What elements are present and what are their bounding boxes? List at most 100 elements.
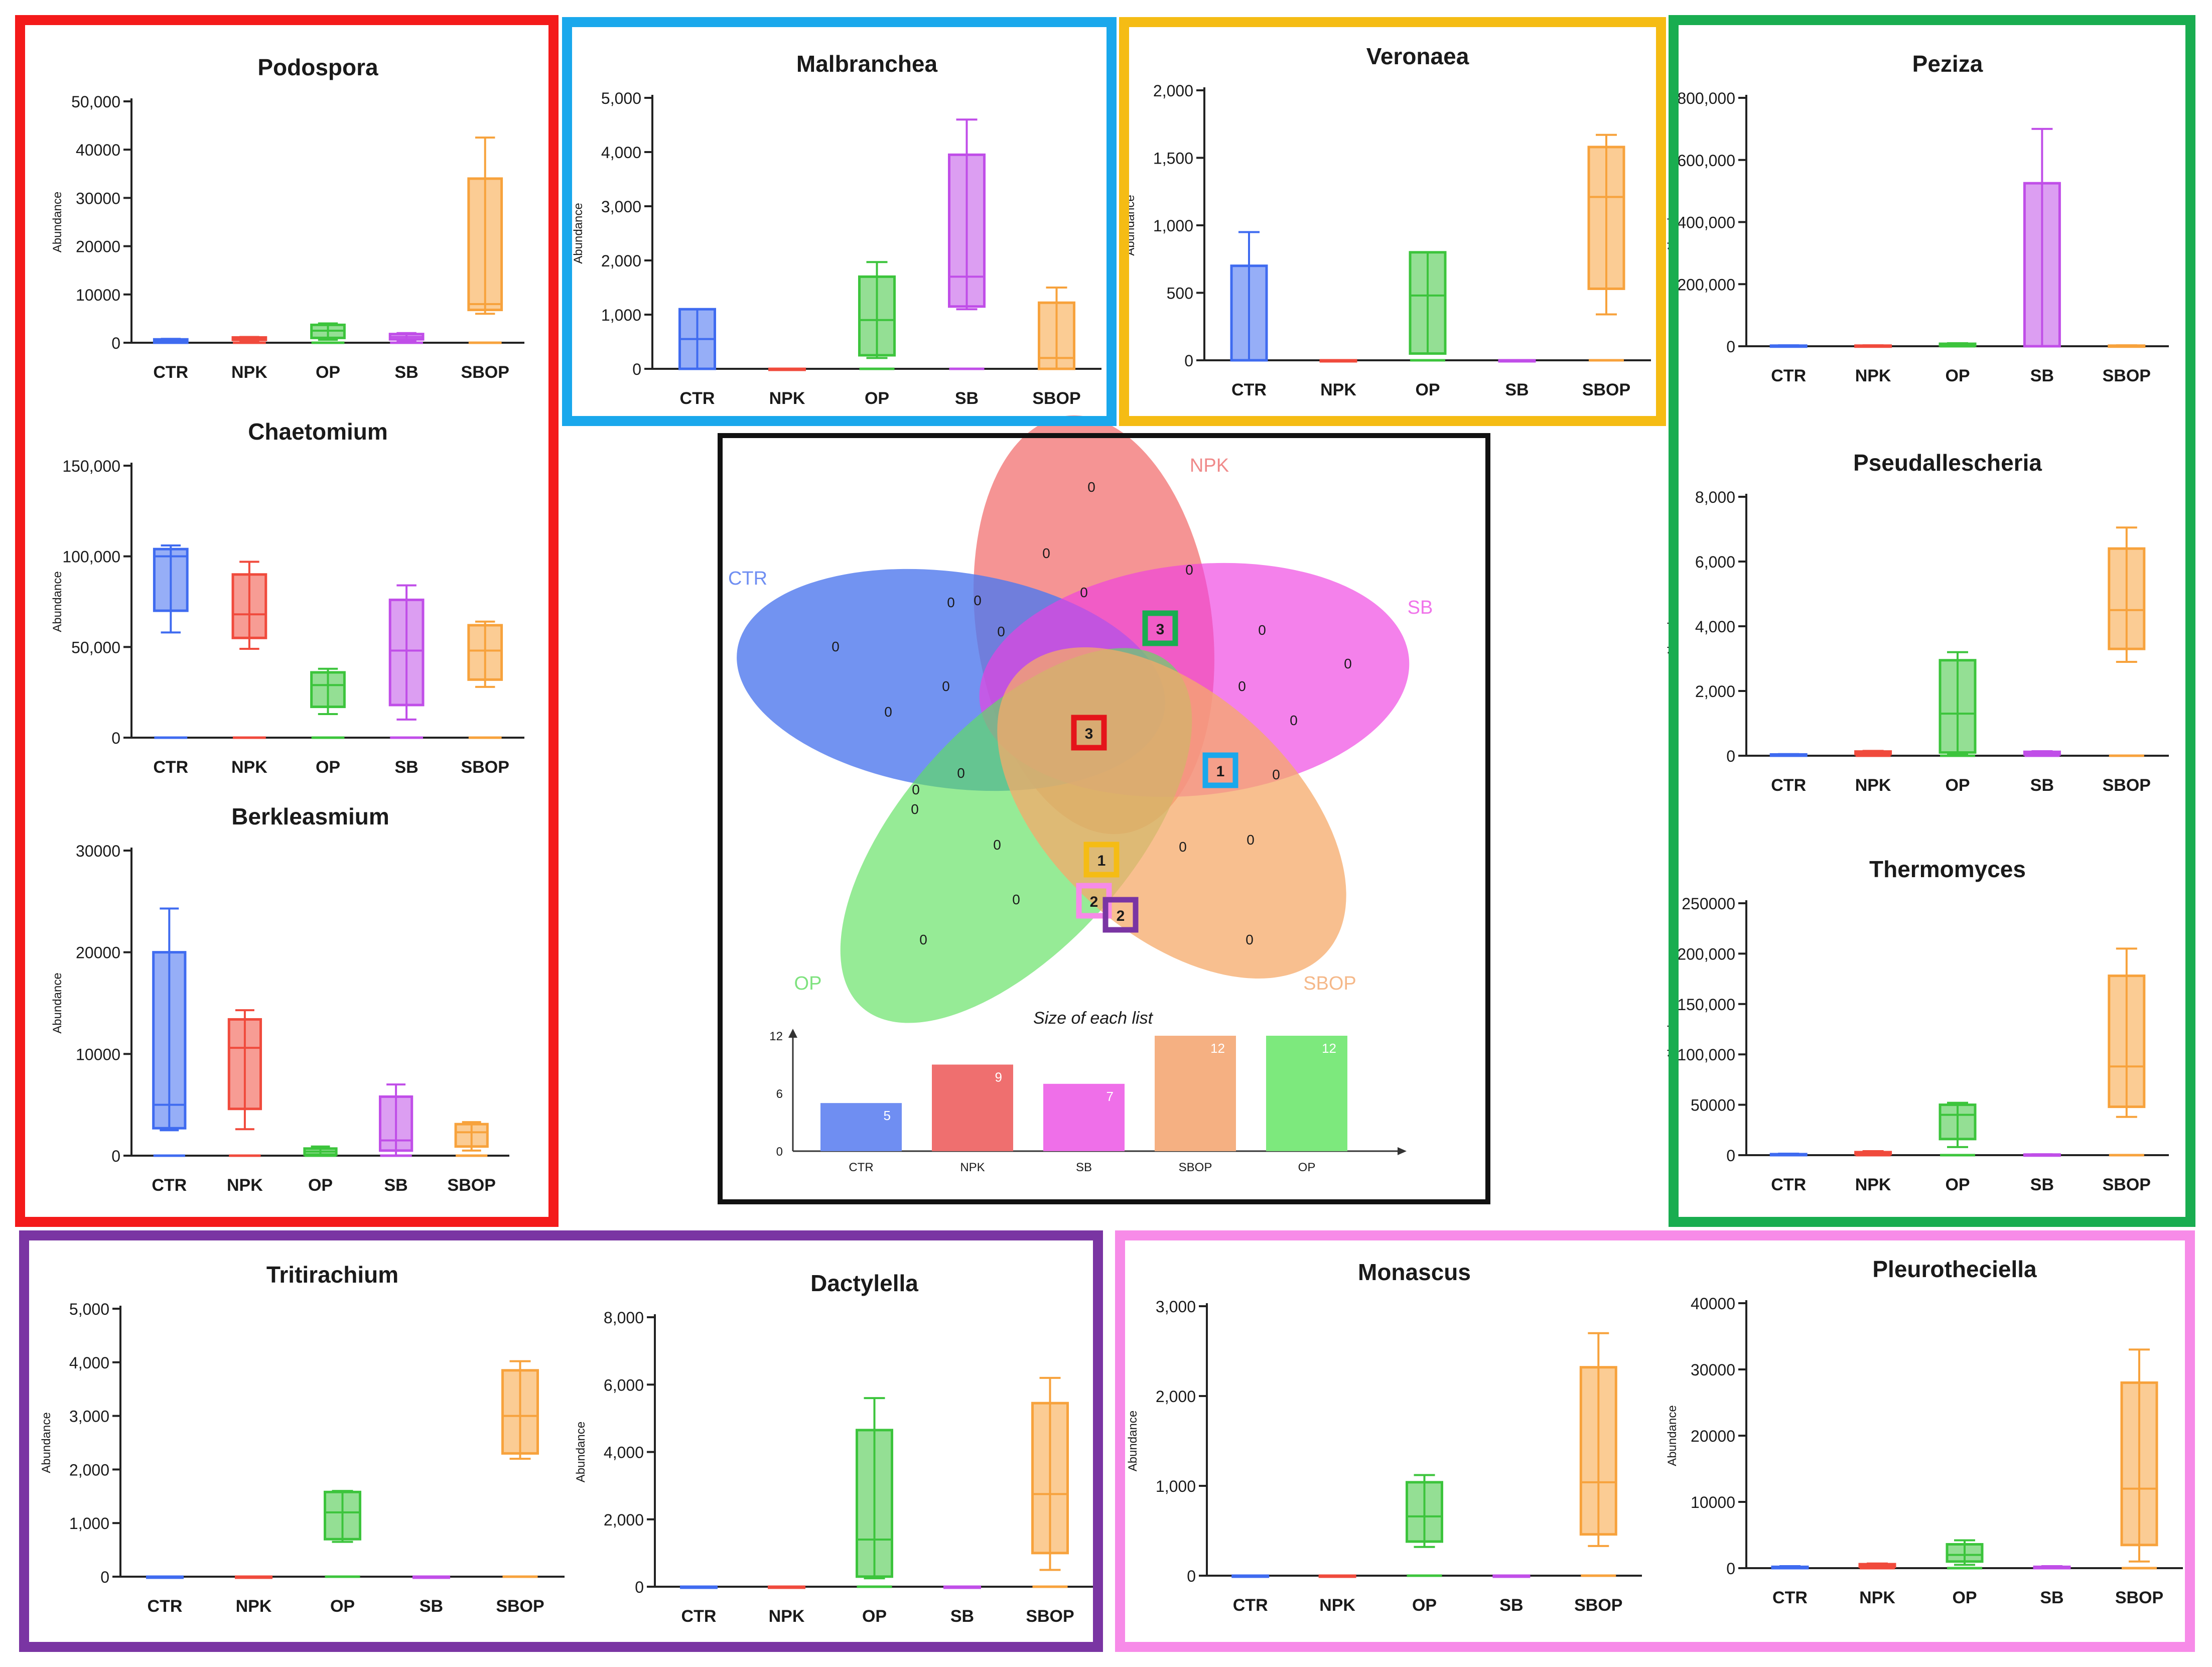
bar-y-arrow xyxy=(788,1029,797,1038)
box-sbop xyxy=(501,1369,539,1455)
x-tick-label: OP xyxy=(316,758,340,777)
bar-sb xyxy=(1043,1083,1125,1151)
x-tick-label: SB xyxy=(955,389,979,408)
bar-x-arrow xyxy=(1398,1147,1407,1155)
venn-highlight-box xyxy=(1202,752,1238,788)
x-tick-label: SB xyxy=(394,758,418,777)
box-plot-dactylella: Dactylella 0 2,000 4,000 6,000 8,000 Abundance… xyxy=(574,1270,1094,1626)
x-tick-label: SB xyxy=(1499,1596,1523,1615)
y-tick-label: 200,000 xyxy=(1677,275,1735,294)
x-tick-label: SB xyxy=(384,1176,407,1195)
venn-set-label: SB xyxy=(1408,597,1433,618)
x-tick-label: NPK xyxy=(1859,1588,1895,1607)
venn-set-sbop xyxy=(997,647,1346,979)
box-sbop xyxy=(1579,1366,1617,1536)
y-tick-label: 150,000 xyxy=(1677,996,1735,1014)
box-sbop xyxy=(1031,1402,1069,1555)
x-tick-label: SB xyxy=(394,363,418,382)
y-tick-label: 800,000 xyxy=(1677,89,1735,107)
box-plot-malbranchea: Malbranchea 0 1,000 2,000 3,000 4,000 5,000 Abu… xyxy=(572,51,1101,408)
x-tick-label: NPK xyxy=(769,1607,805,1626)
y-tick-label: 4,000 xyxy=(1695,618,1735,636)
y-tick-label: 3,000 xyxy=(69,1408,109,1426)
box-sbop xyxy=(454,1123,489,1148)
x-tick-label: SBOP xyxy=(461,363,509,382)
y-tick-label: 4,000 xyxy=(601,144,641,162)
y-tick-label: 4,000 xyxy=(604,1444,644,1462)
x-tick-label: CTR xyxy=(1231,380,1267,399)
box-op xyxy=(856,1429,893,1578)
box-op xyxy=(1939,659,1977,754)
chart-title: Peziza xyxy=(1912,51,1983,77)
y-tick-label: 4,000 xyxy=(69,1354,109,1372)
y-axis-label: Abundance xyxy=(51,973,64,1033)
x-tick-label: NPK xyxy=(231,758,267,777)
bar-npk xyxy=(932,1064,1013,1151)
x-tick-label: CTR xyxy=(1233,1596,1268,1615)
x-tick-label: SB xyxy=(2030,366,2054,385)
y-tick-label: 50,000 xyxy=(71,93,120,111)
bar-sbop xyxy=(1155,1036,1236,1151)
chart-title: Pseudallescheria xyxy=(1853,450,2042,476)
box-sb xyxy=(378,1095,413,1152)
x-tick-label: SBOP xyxy=(2103,1175,2151,1194)
bar-value-label: 9 xyxy=(995,1070,1002,1085)
x-tick-label: SBOP xyxy=(461,758,509,777)
venn-count: 0 xyxy=(919,932,927,947)
venn-count: 0 xyxy=(1080,585,1088,600)
y-tick-label: 0 xyxy=(1187,1567,1196,1585)
box-plot-berkleasmium: Berkleasmium 0 10000 20000 30000 Abundance CTR… xyxy=(51,803,509,1195)
venn-count: 0 xyxy=(911,801,919,817)
x-tick-label: CTR xyxy=(1771,1175,1806,1194)
y-tick-label: 0 xyxy=(111,729,120,747)
y-tick-label: 500 xyxy=(1167,285,1193,303)
box-op xyxy=(858,275,896,357)
y-tick-label: 50000 xyxy=(1691,1096,1735,1115)
y-tick-label: 0 xyxy=(100,1568,109,1586)
venn-highlight-box xyxy=(1102,897,1139,933)
frame-red-group xyxy=(15,15,559,1227)
frame-pink-group xyxy=(1115,1230,2195,1652)
y-tick-label: 0 xyxy=(1726,338,1735,356)
bar-x-tick-label: CTR xyxy=(849,1161,873,1174)
chart-title: Berkleasmium xyxy=(231,803,389,829)
y-tick-label: 0 xyxy=(635,1578,644,1596)
y-axis-label: Abundance xyxy=(574,1422,588,1482)
y-tick-label: 30000 xyxy=(76,842,120,860)
y-tick-label: 1,000 xyxy=(1156,1477,1196,1495)
y-tick-label: 0 xyxy=(632,360,641,378)
x-tick-label: SBOP xyxy=(2115,1588,2163,1607)
x-tick-label: OP xyxy=(1945,776,1970,795)
group-frames xyxy=(15,15,2195,1652)
bar-op xyxy=(1266,1036,1347,1151)
x-tick-label: SB xyxy=(420,1597,443,1616)
bar-x-tick-label: NPK xyxy=(960,1161,985,1174)
bar-x-tick-label: SB xyxy=(1076,1161,1092,1174)
box-npk xyxy=(227,1018,262,1110)
box-sbop xyxy=(2108,547,2146,650)
y-tick-label: 2,000 xyxy=(1156,1387,1196,1406)
venn-count: 0 xyxy=(1290,713,1298,728)
x-tick-label: OP xyxy=(1412,1596,1437,1615)
venn-highlight-count: 1 xyxy=(1097,853,1106,869)
x-tick-label: SB xyxy=(950,1607,974,1626)
x-tick-label: CTR xyxy=(680,389,715,408)
y-tick-label: 100,000 xyxy=(1677,1046,1735,1064)
venn-count: 0 xyxy=(1042,545,1050,561)
bar-y-tick-label: 6 xyxy=(776,1087,783,1101)
box-plot-chaetomium: Chaetomium 0 50,000 100,000 150,000 Abundance… xyxy=(51,419,524,777)
venn-count: 0 xyxy=(1344,656,1352,671)
x-tick-label: SB xyxy=(2030,1175,2054,1194)
y-tick-label: 5,000 xyxy=(601,89,641,107)
bar-value-label: 12 xyxy=(1210,1041,1225,1056)
x-tick-label: NPK xyxy=(1320,380,1356,399)
x-tick-label: SB xyxy=(2030,776,2054,795)
box-npk xyxy=(231,573,267,639)
box-op xyxy=(1946,1543,1984,1563)
y-tick-label: 0 xyxy=(111,1147,120,1165)
x-tick-label: SBOP xyxy=(1574,1596,1622,1615)
venn-count: 0 xyxy=(997,624,1005,639)
y-tick-label: 2,000 xyxy=(604,1511,644,1529)
box-plot-panels: Podospora01000020000300004000050,000Abun… xyxy=(40,43,2183,1626)
x-tick-label: CTR xyxy=(148,1597,183,1616)
